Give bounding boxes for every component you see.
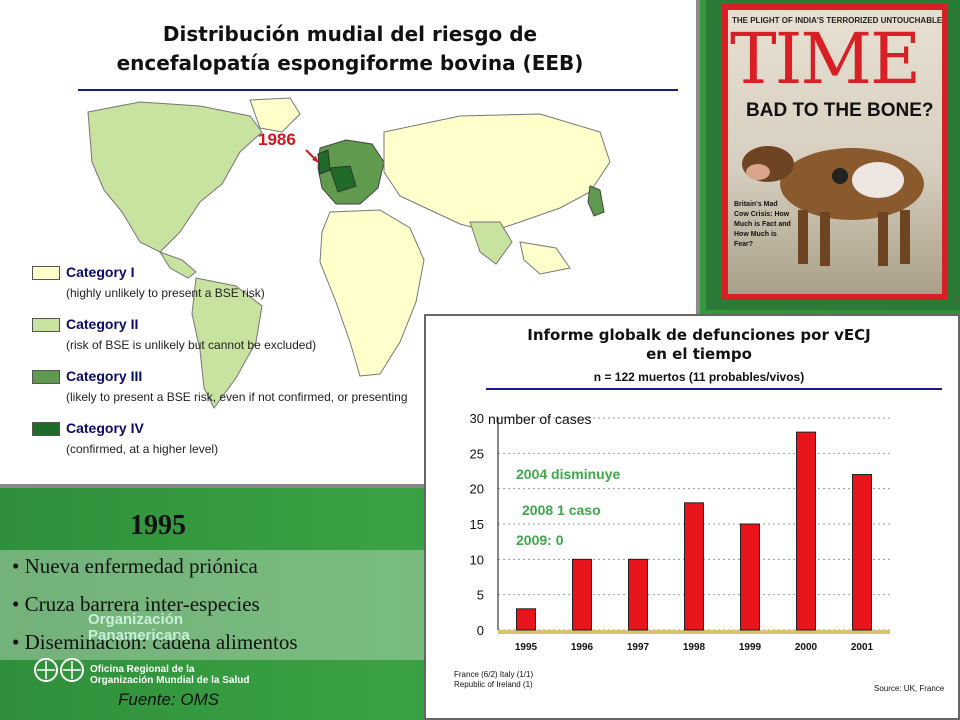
legend-swatch: [32, 318, 60, 332]
time-logo: TIME: [730, 18, 921, 100]
y-tick-label: 20: [470, 482, 484, 497]
africa: [319, 209, 425, 377]
legend-description: (likely to present a BSE risk, even if n…: [66, 390, 408, 404]
y-tick-label: 15: [470, 517, 484, 532]
bullet-item: • Diseminación: cadena alimentos: [12, 630, 298, 654]
org-name-line2: Panamericana: [88, 627, 190, 644]
org-name-line1: Organización: [88, 611, 184, 628]
chart-subtitle: n = 122 muertos (11 probables/vivos): [593, 370, 805, 384]
title-divider: [78, 89, 678, 91]
chart-title-line2: en el tiempo: [646, 345, 752, 363]
cow-illustration: [742, 146, 924, 266]
legend-swatch: [32, 266, 60, 280]
se-asia: [519, 241, 571, 275]
bar: [739, 523, 761, 631]
bullet-list: • Nueva enfermedad priónica • Cruza barr…: [0, 550, 430, 660]
legend-label: Category III: [66, 368, 143, 384]
org-office: Oficina Regional de la Organización Mund…: [90, 664, 249, 686]
y-tick-label: 30: [470, 411, 484, 426]
chart-source: Source: UK, France: [874, 684, 945, 693]
annotation: 2008 1 caso: [522, 502, 601, 518]
year-heading: 1995: [130, 510, 186, 541]
bullet-item: • Nueva enfermedad priónica: [12, 554, 258, 578]
north-america: [87, 101, 263, 253]
y-tick-label: 5: [477, 588, 484, 603]
central-america: [158, 251, 197, 279]
legend-label: Category IV: [66, 420, 144, 436]
bar: [795, 431, 817, 631]
x-tick-label: 2000: [795, 642, 818, 653]
x-tick-label: 2001: [851, 642, 874, 653]
bar-chart: 0 5 10 15 20 25 30 number of cases 1995 1996 1997 1…: [470, 411, 890, 653]
time-cover-panel: THE PLIGHT OF INDIA'S TERRORIZED UNTOUCH…: [706, 0, 960, 310]
x-tick-label: 1997: [627, 642, 650, 653]
legend-item-category-1: Category I (highly unlikely to present a…: [32, 264, 432, 316]
cover-headline: BAD TO THE BONE?: [746, 100, 934, 121]
chart-panel: Informe globalk de defunciones por vECJ …: [424, 314, 960, 720]
south-america: [191, 277, 263, 409]
legend-description: (highly unlikely to present a BSE risk): [66, 286, 265, 300]
x-tick-label: 1996: [571, 642, 594, 653]
arrow-head-1986: [312, 156, 318, 162]
annotation: 2004 disminuye: [516, 466, 621, 482]
legend-description: (risk of BSE is unlikely but cannot be e…: [66, 338, 317, 352]
greenland: [249, 97, 301, 133]
asia: [383, 113, 611, 233]
label-1986: 1986: [258, 130, 296, 149]
bar: [851, 474, 873, 631]
map-title: Distribución mudial del riesgo de encefa…: [50, 20, 650, 78]
annotation: 2009: 0: [516, 532, 564, 548]
legend-swatch: [32, 422, 60, 436]
map-title-line2: encefalopatía espongiforme bovina (EEB): [116, 51, 584, 75]
legend-label: Category I: [66, 264, 135, 280]
source-label: Fuente: OMS: [118, 690, 220, 709]
legend-item-category-4: Category IV (confirmed, at a higher leve…: [32, 420, 432, 472]
footnote-line: Republic of Ireland (1): [454, 680, 533, 689]
bar: [683, 502, 705, 631]
legend-description: (confirmed, at a higher level): [66, 442, 219, 456]
chart-footnote-left: France (6/2) Italy (1/1) Republic of Ire…: [454, 670, 533, 690]
chart-title-line1: Informe globalk de defunciones por vECJ: [527, 326, 871, 344]
map-title-line1: Distribución mudial del riesgo de: [162, 22, 538, 46]
bullet-item: • Cruza barrera inter-especies: [12, 592, 260, 616]
org-watermark: Organización Panamericana: [88, 612, 190, 644]
x-tick-label: 1999: [739, 642, 762, 653]
cover-top-text: THE PLIGHT OF INDIA'S TERRORIZED UNTOUCH…: [732, 16, 948, 25]
time-magazine-cover: THE PLIGHT OF INDIA'S TERRORIZED UNTOUCH…: [722, 4, 948, 300]
legend-swatch: [32, 370, 60, 384]
bar: [515, 608, 537, 631]
org-office-line1: Oficina Regional de la: [90, 664, 195, 675]
japan: [587, 185, 605, 217]
west-europe: [329, 165, 357, 193]
legend-label: Category II: [66, 316, 139, 332]
chart-title: Informe globalk de defunciones por vECJ …: [456, 326, 942, 364]
bar: [627, 558, 649, 631]
risk-map-panel: Distribución mudial del riesgo de encefa…: [0, 0, 700, 488]
footnote-line: France (6/2) Italy (1/1): [454, 670, 534, 679]
legend: Category I (highly unlikely to present a…: [32, 264, 432, 472]
south-asia: [469, 221, 513, 265]
bar: [571, 558, 593, 631]
legend-item-category-2: Category II (risk of BSE is unlikely but…: [32, 316, 432, 368]
org-office-line2: Organización Mundial de la Salud: [90, 675, 250, 686]
legend-item-category-3: Category III (likely to present a BSE ri…: [32, 368, 432, 420]
x-tick-label: 1995: [515, 642, 538, 653]
chart-title-divider: [486, 388, 942, 390]
org-logos: [34, 658, 84, 682]
uk: [317, 149, 331, 175]
y-axis-label: number of cases: [488, 411, 592, 427]
x-tick-label: 1998: [683, 642, 706, 653]
y-tick-label: 0: [477, 623, 484, 638]
y-tick-label: 10: [470, 552, 484, 567]
x-axis: [498, 630, 890, 634]
y-tick-label: 25: [470, 446, 484, 461]
cover-side-text: Britain's Mad Cow Crisis: How Much is Fa…: [734, 201, 791, 248]
